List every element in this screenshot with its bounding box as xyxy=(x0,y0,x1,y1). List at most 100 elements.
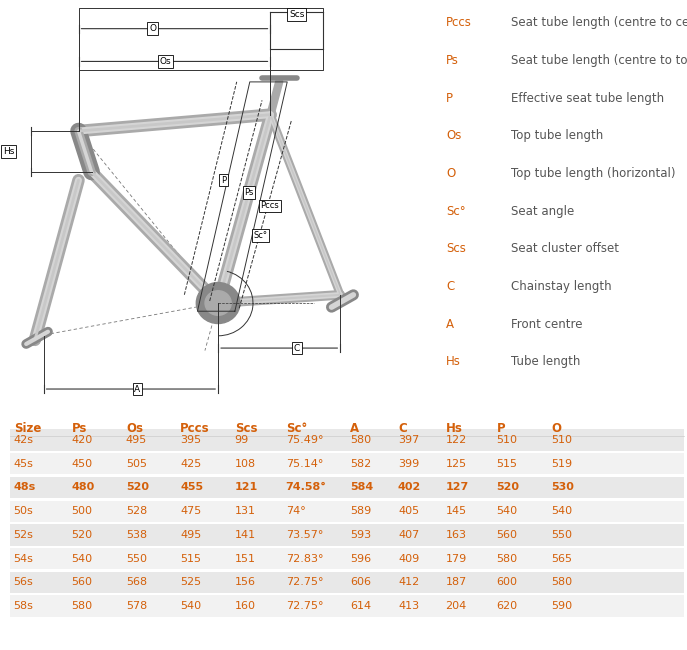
Text: Sc°: Sc° xyxy=(254,231,268,240)
Text: 73.57°: 73.57° xyxy=(286,530,323,540)
Text: Seat tube length (centre to centre): Seat tube length (centre to centre) xyxy=(511,16,687,29)
Text: C: C xyxy=(447,280,455,293)
FancyBboxPatch shape xyxy=(10,548,684,569)
Text: 560: 560 xyxy=(497,530,517,540)
Text: Size: Size xyxy=(14,422,41,436)
Text: 540: 540 xyxy=(71,554,93,564)
Text: 582: 582 xyxy=(350,459,372,469)
Text: Pccs: Pccs xyxy=(180,422,210,436)
FancyBboxPatch shape xyxy=(10,453,684,474)
Text: 520: 520 xyxy=(497,482,519,493)
Text: 75.14°: 75.14° xyxy=(286,459,323,469)
Text: 50s: 50s xyxy=(14,506,34,516)
FancyBboxPatch shape xyxy=(10,572,684,593)
Text: 52s: 52s xyxy=(14,530,34,540)
Text: Top tube length (horizontal): Top tube length (horizontal) xyxy=(511,167,676,180)
Text: 204: 204 xyxy=(446,601,466,611)
Text: 399: 399 xyxy=(398,459,419,469)
Text: 525: 525 xyxy=(180,577,201,588)
Text: 122: 122 xyxy=(446,435,466,445)
Text: Seat tube length (centre to top): Seat tube length (centre to top) xyxy=(511,54,687,67)
Text: 187: 187 xyxy=(446,577,466,588)
Text: 580: 580 xyxy=(71,601,93,611)
Text: 413: 413 xyxy=(398,601,419,611)
Text: 505: 505 xyxy=(126,459,147,469)
Text: 425: 425 xyxy=(180,459,201,469)
Text: P: P xyxy=(447,92,453,105)
Text: 45s: 45s xyxy=(14,459,34,469)
Text: 48s: 48s xyxy=(14,482,36,493)
Text: Top tube length: Top tube length xyxy=(511,129,604,142)
Text: 520: 520 xyxy=(71,530,93,540)
Text: 495: 495 xyxy=(126,435,147,445)
Text: Ps: Ps xyxy=(245,188,254,197)
Text: 131: 131 xyxy=(235,506,256,516)
Text: 74°: 74° xyxy=(286,506,306,516)
Text: Scs: Scs xyxy=(447,242,466,255)
Circle shape xyxy=(205,291,232,315)
Text: O: O xyxy=(447,167,455,180)
Text: C: C xyxy=(293,344,300,352)
Text: 590: 590 xyxy=(551,601,572,611)
Text: 72.83°: 72.83° xyxy=(286,554,323,564)
Text: 420: 420 xyxy=(71,435,93,445)
Text: 568: 568 xyxy=(126,577,147,588)
Text: 160: 160 xyxy=(235,601,256,611)
Text: 455: 455 xyxy=(180,482,203,493)
Text: 580: 580 xyxy=(551,577,572,588)
Text: 405: 405 xyxy=(398,506,419,516)
Text: P: P xyxy=(221,176,226,185)
Text: Tube length: Tube length xyxy=(511,356,581,369)
Text: Seat angle: Seat angle xyxy=(511,205,575,218)
Text: 121: 121 xyxy=(235,482,258,493)
Text: 510: 510 xyxy=(551,435,572,445)
Text: 550: 550 xyxy=(551,530,572,540)
Text: 500: 500 xyxy=(71,506,93,516)
Text: Os: Os xyxy=(126,422,143,436)
Text: C: C xyxy=(398,422,407,436)
Text: 74.58°: 74.58° xyxy=(286,482,326,493)
Text: 515: 515 xyxy=(180,554,201,564)
Text: 145: 145 xyxy=(446,506,466,516)
Text: Chainstay length: Chainstay length xyxy=(511,280,612,293)
Text: 606: 606 xyxy=(350,577,372,588)
Text: 397: 397 xyxy=(398,435,419,445)
Text: 480: 480 xyxy=(71,482,95,493)
Text: 75.49°: 75.49° xyxy=(286,435,323,445)
Text: 578: 578 xyxy=(126,601,147,611)
Text: Seat cluster offset: Seat cluster offset xyxy=(511,242,620,255)
Text: Pccs: Pccs xyxy=(447,16,472,29)
Text: 550: 550 xyxy=(126,554,147,564)
Text: Hs: Hs xyxy=(3,147,14,156)
FancyBboxPatch shape xyxy=(10,477,684,498)
Text: 540: 540 xyxy=(180,601,201,611)
Text: Scs: Scs xyxy=(235,422,257,436)
Text: 151: 151 xyxy=(235,554,256,564)
Text: 141: 141 xyxy=(235,530,256,540)
Text: Hs: Hs xyxy=(446,422,462,436)
Text: Effective seat tube length: Effective seat tube length xyxy=(511,92,664,105)
Text: 58s: 58s xyxy=(14,601,34,611)
Text: 520: 520 xyxy=(126,482,149,493)
Text: 589: 589 xyxy=(350,506,372,516)
Text: Ps: Ps xyxy=(447,54,459,67)
Text: Pccs: Pccs xyxy=(260,202,279,211)
Text: A: A xyxy=(135,385,140,393)
Text: 620: 620 xyxy=(497,601,518,611)
Text: O: O xyxy=(149,24,156,33)
Text: 127: 127 xyxy=(446,482,469,493)
Text: 450: 450 xyxy=(71,459,93,469)
Text: 108: 108 xyxy=(235,459,256,469)
Text: 402: 402 xyxy=(398,482,421,493)
Text: Sc°: Sc° xyxy=(286,422,307,436)
Text: Os: Os xyxy=(447,129,462,142)
Text: Scs: Scs xyxy=(289,10,304,19)
Text: 475: 475 xyxy=(180,506,201,516)
FancyBboxPatch shape xyxy=(10,595,684,617)
Text: 580: 580 xyxy=(497,554,518,564)
Text: 519: 519 xyxy=(551,459,572,469)
Text: 395: 395 xyxy=(180,435,201,445)
Text: 179: 179 xyxy=(446,554,466,564)
Text: O: O xyxy=(551,422,561,436)
Text: 538: 538 xyxy=(126,530,147,540)
